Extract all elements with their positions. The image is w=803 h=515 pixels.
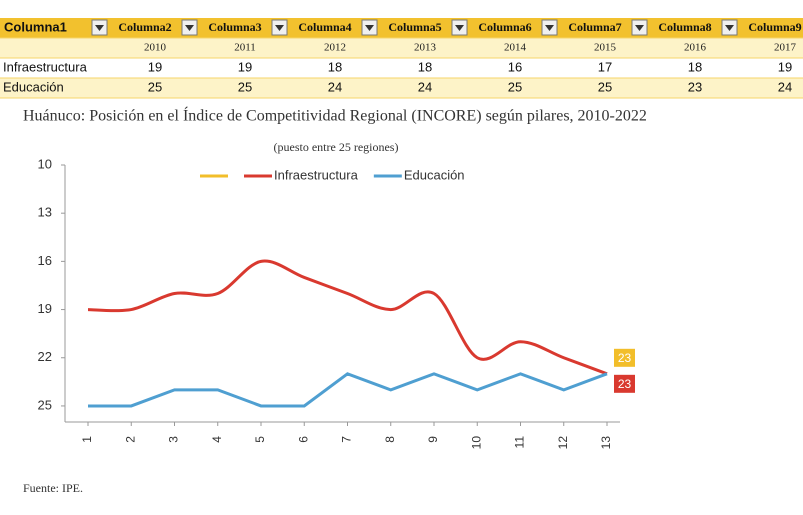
header-cell: Columna7 bbox=[568, 20, 621, 34]
year-cell: 2016 bbox=[684, 42, 707, 54]
x-tick-label: 2 bbox=[123, 436, 137, 443]
year-cell: 2013 bbox=[414, 42, 437, 54]
y-tick-label: 16 bbox=[38, 253, 52, 268]
header-cell: Columna1 bbox=[4, 19, 67, 34]
year-cell: 2017 bbox=[774, 42, 797, 54]
table-row bbox=[0, 78, 803, 98]
cell: 18 bbox=[418, 59, 432, 74]
cell: 23 bbox=[688, 79, 702, 94]
header-cell: Columna2 bbox=[118, 20, 171, 34]
header-cell: Columna6 bbox=[478, 20, 531, 34]
y-tick-label: 19 bbox=[38, 301, 52, 316]
series-line bbox=[88, 372, 608, 408]
filter-arrow bbox=[725, 25, 734, 31]
source: Fuente: IPE. bbox=[23, 481, 83, 495]
x-tick-label: 9 bbox=[426, 436, 440, 443]
cell: 24 bbox=[778, 79, 792, 94]
cell: 18 bbox=[688, 59, 702, 74]
year-cell: 2010 bbox=[144, 42, 167, 54]
cell: 17 bbox=[598, 59, 612, 74]
series-line bbox=[87, 259, 608, 376]
x-tick-label: 8 bbox=[383, 436, 397, 443]
legend-label: Infraestructura bbox=[274, 167, 359, 182]
filter-arrow bbox=[545, 25, 554, 31]
header-cell: Columna9 bbox=[748, 20, 801, 34]
y-tick-label: 25 bbox=[38, 397, 52, 412]
header-cell: Columna3 bbox=[208, 20, 261, 34]
cell: 19 bbox=[148, 59, 162, 74]
cell: 25 bbox=[148, 79, 162, 94]
x-tick-label: 6 bbox=[296, 436, 310, 443]
cell: 25 bbox=[238, 79, 252, 94]
data-label: 23 bbox=[618, 351, 632, 365]
table-row bbox=[0, 58, 803, 78]
header-cell: Columna8 bbox=[658, 20, 711, 34]
data-label-box bbox=[614, 374, 635, 393]
year-cell: 2014 bbox=[504, 42, 527, 54]
table-row bbox=[0, 38, 803, 58]
cell: 25 bbox=[508, 79, 522, 94]
chart-title: Huánuco: Posición en el Índice de Compet… bbox=[23, 106, 647, 125]
cell: 19 bbox=[238, 59, 252, 74]
filter-arrow bbox=[365, 25, 374, 31]
cell: 16 bbox=[508, 59, 522, 74]
cell: 18 bbox=[328, 59, 342, 74]
header-cell: Columna5 bbox=[388, 20, 441, 34]
chart-subtitle: (puesto entre 25 regiones) bbox=[274, 140, 399, 154]
filter-arrow bbox=[95, 25, 104, 31]
x-tick-label: 5 bbox=[253, 436, 267, 443]
header-cell: Columna4 bbox=[298, 20, 351, 34]
year-cell: 2011 bbox=[234, 42, 256, 54]
row-label: Infraestructura bbox=[3, 59, 88, 74]
cell: 19 bbox=[778, 59, 792, 74]
year-cell: 2012 bbox=[324, 42, 346, 54]
x-tick-label: 10 bbox=[469, 436, 483, 450]
x-tick-label: 3 bbox=[167, 436, 181, 443]
x-tick-label: 12 bbox=[556, 436, 570, 450]
cell: 25 bbox=[598, 79, 612, 94]
y-tick-label: 10 bbox=[38, 156, 52, 171]
cell: 24 bbox=[328, 79, 342, 94]
filter-arrow bbox=[185, 25, 194, 31]
x-tick-label: 1 bbox=[80, 436, 94, 443]
cell: 24 bbox=[418, 79, 432, 94]
x-tick-label: 13 bbox=[599, 436, 613, 450]
filter-arrow bbox=[275, 25, 284, 31]
filter-arrow bbox=[455, 25, 464, 31]
data-label-box bbox=[614, 348, 635, 367]
year-cell: 2015 bbox=[594, 42, 617, 54]
x-tick-label: 11 bbox=[513, 436, 527, 449]
x-tick-label: 7 bbox=[340, 436, 354, 443]
header-row bbox=[0, 18, 803, 38]
filter-arrow bbox=[635, 25, 644, 31]
data-label: 23 bbox=[618, 377, 632, 391]
row-label: Educación bbox=[3, 79, 64, 94]
y-tick-label: 13 bbox=[38, 205, 52, 220]
y-tick-label: 22 bbox=[38, 349, 52, 364]
legend-label: Educación bbox=[404, 167, 465, 182]
x-tick-label: 4 bbox=[210, 436, 224, 443]
